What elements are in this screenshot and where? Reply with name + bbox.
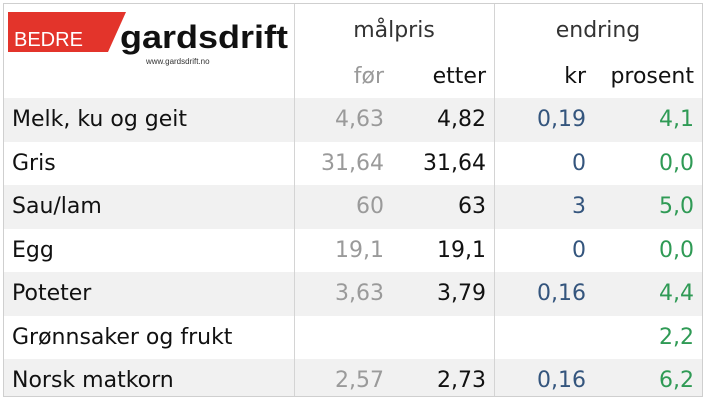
group-header: endring xyxy=(555,18,641,43)
change-percent: 2,2 xyxy=(659,324,694,350)
row-label: Melk, ku og geit xyxy=(12,107,188,133)
sub-header: prosent xyxy=(610,64,694,89)
change-kr: 0 xyxy=(572,237,586,263)
sub-header: kr xyxy=(564,64,586,89)
group-header: målpris xyxy=(353,18,435,43)
price-before: 3,63 xyxy=(335,281,384,307)
change-kr: 3 xyxy=(572,194,586,220)
change-percent: 6,2 xyxy=(659,368,694,394)
column-divider xyxy=(294,4,295,396)
table-row: Norsk matkorn 2,57 2,73 0,16 6,2 xyxy=(4,359,702,396)
price-after: 63 xyxy=(458,194,486,220)
column-divider xyxy=(494,4,495,396)
logo: BEDRE gardsdrift www.gardsdrift.no xyxy=(8,12,288,66)
price-after: 2,73 xyxy=(437,368,486,394)
logo-url: www.gardsdrift.no xyxy=(145,57,210,66)
table-row: Grønnsaker og frukt 2,2 xyxy=(4,316,702,360)
sub-header: etter xyxy=(432,64,486,89)
change-percent: 4,1 xyxy=(659,107,694,133)
row-label: Poteter xyxy=(12,281,92,307)
price-before: 19,1 xyxy=(335,237,384,263)
table-container: BEDRE gardsdrift www.gardsdrift.no målpr… xyxy=(3,3,703,397)
price-before: 2,57 xyxy=(335,368,384,394)
change-kr: 0,19 xyxy=(537,107,586,133)
price-before: 4,63 xyxy=(335,107,384,133)
table-row: Egg 19,1 19,1 0 0,0 xyxy=(4,229,702,273)
price-after: 19,1 xyxy=(437,237,486,263)
row-label: Norsk matkorn xyxy=(12,368,174,394)
table-row: Sau/lam 60 63 3 5,0 xyxy=(4,185,702,229)
price-after: 3,79 xyxy=(437,281,486,307)
price-before: 60 xyxy=(356,194,384,220)
price-after: 31,64 xyxy=(423,150,486,176)
change-kr: 0 xyxy=(572,150,586,176)
table-row: Gris 31,64 31,64 0 0,0 xyxy=(4,142,702,186)
change-percent: 4,4 xyxy=(659,281,694,307)
sub-header: før xyxy=(353,64,384,89)
change-kr: 0,16 xyxy=(537,368,586,394)
change-percent: 0,0 xyxy=(659,237,694,263)
price-before: 31,64 xyxy=(321,150,384,176)
change-kr: 0,16 xyxy=(537,281,586,307)
row-label: Egg xyxy=(12,237,54,263)
table-row: Melk, ku og geit 4,63 4,82 0,19 4,1 xyxy=(4,98,702,142)
logo-red-block xyxy=(8,12,126,52)
body: {"logo": {"brand_red": "BEDRE", "brand_b… xyxy=(0,3,706,403)
change-percent: 0,0 xyxy=(659,150,694,176)
row-label: Grønnsaker og frukt xyxy=(12,324,233,350)
row-label: Gris xyxy=(12,150,56,176)
table-row: Poteter 3,63 3,79 0,16 4,4 xyxy=(4,272,702,316)
price-after: 4,82 xyxy=(437,107,486,133)
row-label: Sau/lam xyxy=(12,194,102,220)
change-percent: 5,0 xyxy=(659,194,694,220)
logo-gardsdrift: gardsdrift xyxy=(120,19,288,55)
logo-bedre: BEDRE xyxy=(14,29,83,51)
